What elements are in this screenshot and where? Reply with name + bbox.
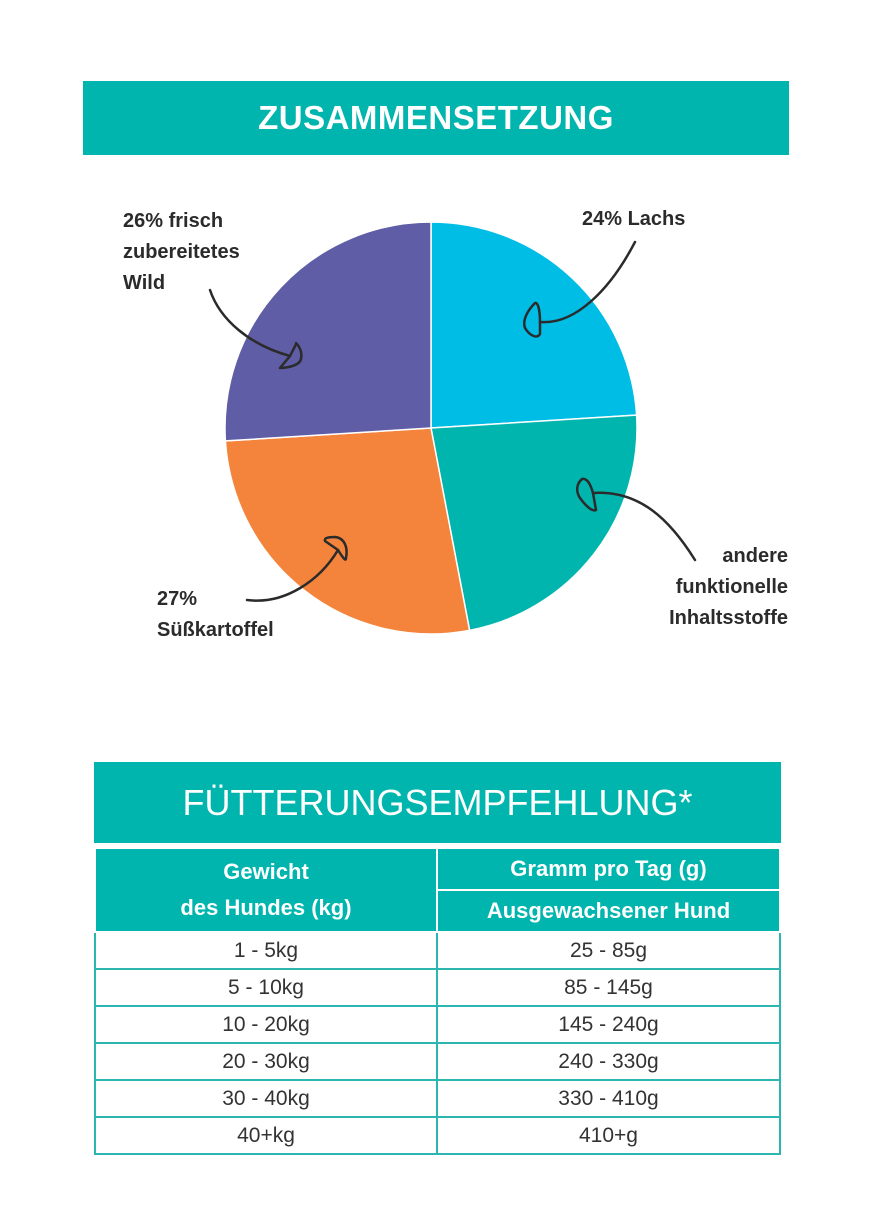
weight-cell: 20 - 30kg (94, 1042, 438, 1081)
grams-cell: 25 - 85g (436, 931, 781, 970)
adult-dog-header: Ausgewachsener Hund (436, 889, 781, 933)
label-wild-line2: zubereitetes (123, 241, 240, 263)
pie-slice-0 (430, 221, 638, 429)
label-suesskartoffel: 27% Süßkartoffel (157, 584, 274, 646)
label-suess-line2: Süßkartoffel (157, 619, 274, 641)
feeding-table: FÜTTERUNGSEMPFEHLUNG* Gewicht des Hundes… (94, 762, 781, 1155)
label-wild-line1: 26% frisch (123, 210, 224, 232)
label-lachs: 24% Lachs (582, 208, 686, 230)
label-andere-line3: Inhaltsstoffe (669, 607, 788, 629)
arrow-head-lachs (523, 301, 542, 338)
table-row: 1 - 5kg 25 - 85g (94, 931, 781, 970)
table-row: 40+kg 410+g (94, 1116, 781, 1155)
label-wild: 26% frisch zubereitetes Wild (123, 206, 240, 299)
arrow-suess (245, 548, 340, 602)
weight-cell: 30 - 40kg (94, 1079, 438, 1118)
arrow-head-suess (323, 535, 348, 561)
weight-cell: 40+kg (94, 1116, 438, 1155)
weight-header-line2: des Hundes (kg) (180, 895, 352, 920)
label-andere: andere funktionelle Inhaltsstoffe (640, 541, 788, 634)
table-row: 10 - 20kg 145 - 240g (94, 1005, 781, 1044)
label-andere-line1: andere (722, 545, 788, 567)
table-row: 20 - 30kg 240 - 330g (94, 1042, 781, 1081)
arrow-andere (591, 491, 697, 562)
grams-cell: 410+g (436, 1116, 781, 1155)
grams-cell: 330 - 410g (436, 1079, 781, 1118)
label-wild-line3: Wild (123, 272, 166, 294)
arrow-lachs (538, 240, 637, 324)
weight-header-line1: Gewicht (223, 859, 309, 884)
grams-cell: 240 - 330g (436, 1042, 781, 1081)
table-row: 30 - 40kg 330 - 410g (94, 1079, 781, 1118)
weight-cell: 1 - 5kg (94, 931, 438, 970)
pie-slice-1 (430, 414, 638, 632)
pie-chart (208, 221, 697, 635)
arrow-wild (208, 288, 292, 358)
composition-title: ZUSAMMENSETZUNG (83, 81, 789, 155)
grams-cell: 85 - 145g (436, 968, 781, 1007)
weight-cell: 10 - 20kg (94, 1005, 438, 1044)
grams-header: Gramm pro Tag (g) (436, 847, 781, 891)
table-row: 5 - 10kg 85 - 145g (94, 968, 781, 1007)
pie-slice-3 (224, 221, 432, 442)
weight-cell: 5 - 10kg (94, 968, 438, 1007)
arrow-head-andere (576, 477, 598, 512)
pie-slice-2 (224, 427, 471, 635)
feeding-title: FÜTTERUNGSEMPFEHLUNG* (94, 762, 781, 843)
arrow-head-wild (278, 341, 303, 370)
grams-cell: 145 - 240g (436, 1005, 781, 1044)
weight-header: Gewicht des Hundes (kg) (94, 847, 438, 933)
label-andere-line2: funktionelle (675, 576, 788, 598)
label-suess-line1: 27% (157, 588, 198, 610)
